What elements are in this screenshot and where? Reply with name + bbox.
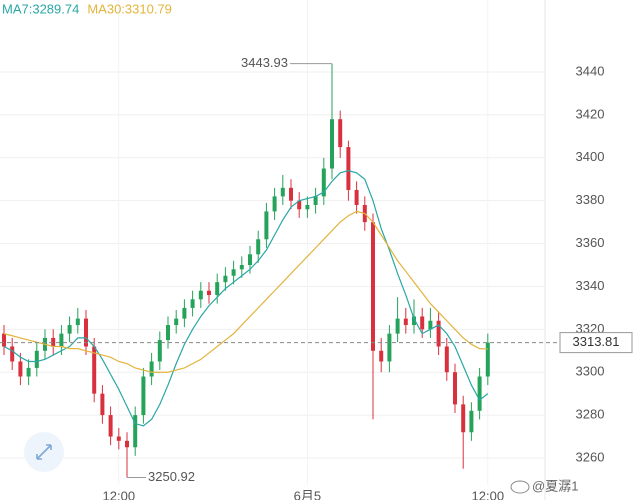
candle-body bbox=[321, 168, 326, 197]
watermark-icon bbox=[510, 480, 530, 494]
candle-body bbox=[436, 320, 441, 347]
candle-body bbox=[256, 239, 261, 255]
candle-body bbox=[280, 187, 285, 197]
y-tick-label: 3380 bbox=[576, 192, 605, 207]
zoom-button[interactable] bbox=[24, 432, 64, 472]
candle-body bbox=[248, 254, 252, 266]
candle-body bbox=[485, 342, 490, 377]
candle-body bbox=[149, 361, 154, 377]
candle-body bbox=[108, 415, 113, 437]
candle-body bbox=[379, 350, 384, 362]
candle-body bbox=[116, 436, 121, 441]
candle-body bbox=[215, 282, 220, 296]
legend-item: MA7:3289.74 bbox=[2, 1, 79, 16]
candle-body bbox=[264, 211, 269, 240]
candle-body bbox=[313, 196, 318, 205]
candle-body bbox=[10, 346, 15, 362]
candle-body bbox=[461, 404, 466, 433]
candle-body bbox=[190, 299, 195, 308]
ma-line bbox=[3, 170, 489, 427]
candle-body bbox=[428, 320, 433, 330]
candle-body bbox=[174, 318, 179, 326]
candle-body bbox=[297, 200, 302, 210]
candle-body bbox=[330, 119, 334, 169]
y-tick-label: 3360 bbox=[576, 235, 605, 250]
y-tick-label: 3440 bbox=[576, 63, 605, 78]
y-tick-label: 3420 bbox=[576, 106, 605, 121]
candle-body bbox=[346, 147, 351, 190]
candle-body bbox=[444, 346, 449, 373]
candle-body bbox=[403, 318, 408, 326]
candle-body bbox=[420, 316, 425, 330]
current-price-label: 3313.81 bbox=[573, 334, 620, 349]
candle-body bbox=[207, 290, 211, 296]
candle-body bbox=[100, 393, 105, 416]
candle-body bbox=[141, 376, 146, 416]
candle-body bbox=[453, 372, 457, 405]
candle-body bbox=[239, 265, 244, 270]
candle-body bbox=[166, 325, 170, 341]
x-tick-label: 12:00 bbox=[103, 488, 136, 500]
candle-body bbox=[412, 316, 416, 326]
candle-body bbox=[338, 119, 343, 148]
candle-body bbox=[67, 325, 72, 334]
legend-item: MA30:3310.79 bbox=[87, 1, 172, 16]
x-tick-label: 6月5 bbox=[294, 488, 321, 500]
candle-body bbox=[18, 361, 23, 377]
candle-body bbox=[395, 318, 400, 334]
candle-body bbox=[354, 189, 359, 205]
candle-body bbox=[469, 410, 474, 433]
y-tick-label: 3400 bbox=[576, 149, 605, 164]
high-label: 3443.93 bbox=[241, 55, 288, 70]
low-label: 3250.92 bbox=[148, 469, 195, 484]
y-tick-label: 3340 bbox=[576, 278, 605, 293]
candle-body bbox=[125, 440, 129, 448]
current-price-box bbox=[559, 332, 633, 354]
candle-body bbox=[2, 333, 6, 347]
candle-body bbox=[231, 269, 236, 276]
candle-body bbox=[289, 187, 293, 201]
candle-body bbox=[26, 367, 31, 377]
y-tick-label: 3280 bbox=[576, 407, 605, 422]
x-tick-label: 12:00 bbox=[472, 488, 505, 500]
zoom-icon bbox=[36, 444, 52, 460]
candle-body bbox=[34, 350, 39, 368]
candle-body bbox=[51, 337, 56, 347]
candle-body bbox=[84, 318, 88, 347]
candle-body bbox=[157, 340, 162, 362]
candle-body bbox=[272, 196, 277, 212]
y-tick-label: 3260 bbox=[576, 449, 605, 464]
candle-body bbox=[92, 346, 97, 394]
candle-body bbox=[223, 275, 228, 283]
candle-body bbox=[182, 307, 187, 319]
watermark: @夏潺1 bbox=[510, 478, 578, 494]
candle-body bbox=[198, 290, 203, 300]
candle-body bbox=[59, 333, 64, 347]
candle-body bbox=[371, 222, 375, 351]
candle-body bbox=[133, 415, 138, 448]
y-tick-label: 3300 bbox=[576, 364, 605, 379]
candle-body bbox=[387, 333, 392, 362]
candle-body bbox=[75, 318, 80, 326]
candle-body bbox=[477, 376, 482, 411]
ma-line bbox=[3, 210, 488, 373]
y-tick-label: 3320 bbox=[576, 321, 605, 336]
watermark-text: @夏潺1 bbox=[532, 478, 578, 493]
candle-body bbox=[305, 204, 310, 210]
